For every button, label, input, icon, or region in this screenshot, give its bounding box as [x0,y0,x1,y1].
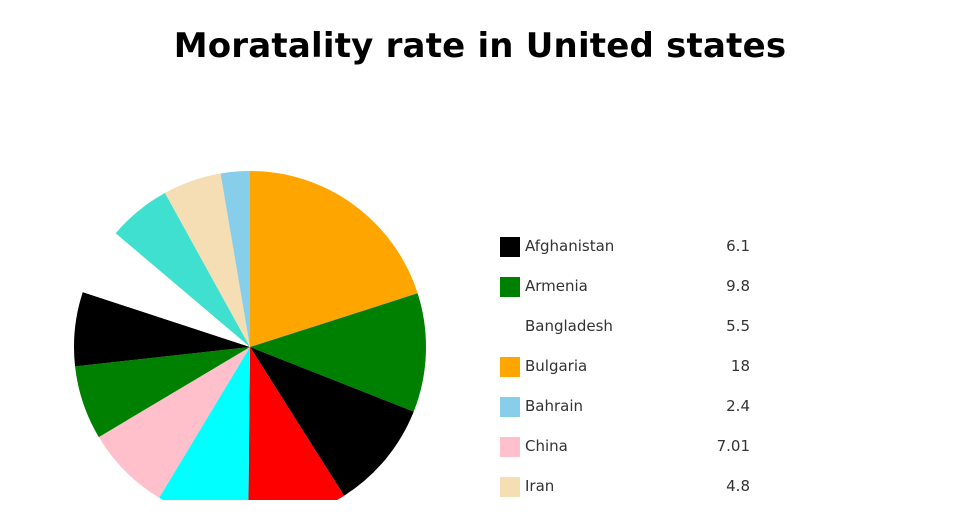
pie-slice-bahrain-11[interactable] [220,171,250,347]
chart-title: Moratality rate in United states [173,26,787,66]
legend: Afghanistan 6.1 Armenia 9.8 Bangladesh 5.5 Bul… [500,236,760,516]
legend-value: 18 [730,357,750,375]
pie-slice-bangladesh-8[interactable] [82,233,251,347]
pie-slice-bulgaria-0[interactable] [250,171,418,347]
legend-label: Bulgaria [525,357,588,375]
legend-label: Bangladesh [525,317,613,335]
legend-label: Bahrain [525,397,584,415]
legend-swatch [500,237,520,257]
legend-item-china[interactable]: China 7.01 [500,436,760,457]
pie-slice-armenia-1[interactable] [250,293,427,412]
legend-value: 9.8 [726,277,750,295]
legend-swatch [500,277,520,297]
pie-slice-slice-9[interactable] [115,192,251,347]
legend-swatch [500,477,520,497]
legend-label: China [525,437,568,455]
pie-slice-iran-10[interactable] [164,173,250,347]
legend-item-bahrain[interactable]: Bahrain 2.4 [500,396,760,417]
pie-slice-afghanistan-2[interactable] [250,347,414,496]
legend-item-iran[interactable]: Iran 4.8 [500,476,760,497]
legend-value: 7.01 [716,437,750,455]
legend-item-afghanistan[interactable]: Afghanistan 6.1 [500,236,760,257]
legend-label: Iran [525,477,555,495]
legend-value: 4.8 [726,477,750,495]
pie-slice-afghanistan-7[interactable] [74,292,250,367]
legend-swatch [500,437,520,457]
legend-label: Afghanistan [525,237,615,255]
legend-value: 6.1 [726,237,750,255]
pie-slice-slice-3[interactable] [248,347,345,500]
legend-value: 2.4 [726,397,750,415]
legend-item-bangladesh[interactable]: Bangladesh 5.5 [500,316,760,337]
legend-item-armenia[interactable]: Armenia 9.8 [500,276,760,297]
legend-label: Armenia [525,277,588,295]
pie-slice-armenia-6[interactable] [75,347,250,438]
legend-swatch [500,397,520,417]
pie-chart [74,171,427,500]
pie-slice-china-5[interactable] [98,347,250,498]
legend-swatch [500,357,520,377]
legend-value: 5.5 [726,317,750,335]
legend-item-bulgaria[interactable]: Bulgaria 18 [500,356,760,377]
pie-slice-slice-4[interactable] [159,347,250,500]
legend-swatch [500,317,520,337]
